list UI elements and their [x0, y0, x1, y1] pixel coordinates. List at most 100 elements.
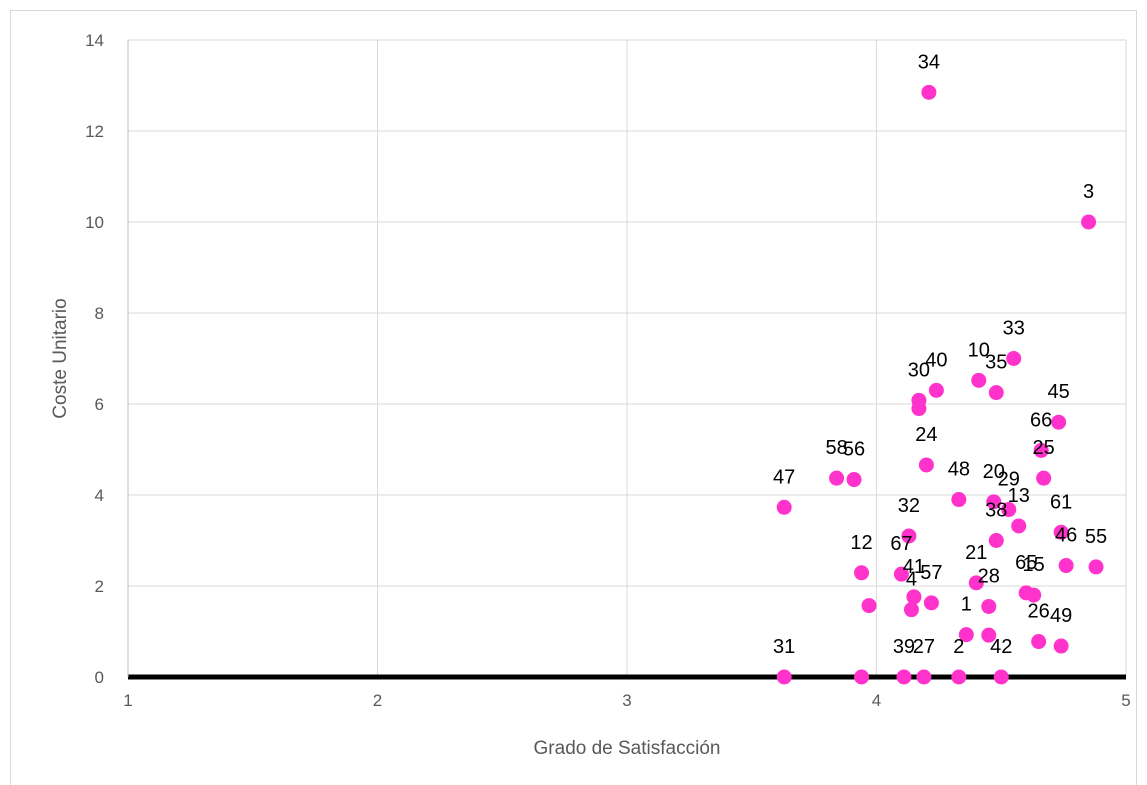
data-point — [988, 385, 1004, 401]
point-label: 57 — [920, 562, 942, 584]
point-label: 35 — [985, 352, 1007, 374]
data-point — [1031, 634, 1047, 650]
data-point — [893, 566, 909, 582]
point-label: 20 — [983, 461, 1005, 483]
data-point — [854, 565, 870, 581]
x-tick-label: 4 — [872, 691, 881, 710]
data-point — [921, 84, 937, 100]
data-point — [916, 669, 932, 685]
point-label: 3 — [1083, 181, 1094, 203]
y-tick-label: 2 — [95, 577, 104, 596]
y-axis-title: Coste Unitario — [50, 298, 71, 418]
point-label: 47 — [773, 466, 795, 488]
point-label: 32 — [898, 495, 920, 517]
data-point — [951, 492, 967, 508]
data-point — [1081, 214, 1097, 230]
data-point — [846, 472, 862, 488]
data-point — [981, 598, 997, 614]
data-point — [903, 602, 919, 618]
data-point — [923, 595, 939, 611]
data-point — [981, 627, 997, 643]
data-point — [1006, 351, 1022, 366]
data-point — [1018, 585, 1034, 601]
point-label: 56 — [843, 439, 865, 461]
data-point — [1053, 524, 1069, 540]
y-tick-label: 4 — [95, 486, 104, 505]
x-tick-label: 2 — [373, 691, 382, 710]
point-label: 46 — [1055, 525, 1077, 547]
point-label: 48 — [948, 459, 970, 481]
data-point — [896, 669, 912, 685]
point-label: 38 — [985, 500, 1007, 522]
x-tick-label: 1 — [123, 691, 132, 710]
point-label: 10 — [968, 339, 990, 361]
data-point — [911, 401, 927, 417]
point-label: 34 — [918, 51, 940, 73]
data-point — [1036, 470, 1052, 486]
data-point — [861, 598, 877, 614]
y-tick-label: 6 — [95, 395, 104, 414]
point-label: 27 — [913, 636, 935, 658]
point-label: 61 — [1050, 491, 1072, 513]
data-point — [1051, 414, 1067, 430]
point-label: 15 — [1023, 554, 1045, 576]
point-label: 58 — [825, 437, 847, 459]
x-axis-title: Grado de Satisfacción — [534, 738, 721, 759]
x-tick-label: 5 — [1121, 691, 1130, 710]
point-label: 13 — [1008, 485, 1030, 507]
point-label: 24 — [915, 424, 937, 446]
point-label: 67 — [890, 533, 912, 555]
point-label: 33 — [1003, 318, 1025, 340]
point-label: 21 — [965, 542, 987, 564]
data-point — [854, 669, 870, 685]
data-point — [1088, 559, 1104, 575]
data-point — [1033, 442, 1049, 458]
chart-frame — [10, 10, 1137, 785]
point-label: 39 — [893, 636, 915, 658]
point-label: 41 — [903, 556, 925, 578]
data-point — [776, 669, 792, 685]
x-tick-label: 3 — [622, 691, 631, 710]
point-label: 1 — [961, 594, 972, 616]
point-label: 65 — [1015, 552, 1037, 574]
point-label: 55 — [1085, 526, 1107, 548]
point-label: 49 — [1050, 605, 1072, 627]
y-tick-label: 8 — [95, 304, 104, 323]
y-tick-label: 0 — [95, 668, 104, 687]
data-point — [1053, 638, 1069, 654]
data-point — [1011, 518, 1027, 534]
data-point — [918, 457, 934, 473]
data-point — [988, 533, 1004, 548]
point-label: 66 — [1030, 409, 1052, 431]
data-point — [928, 382, 944, 398]
point-label: 4 — [906, 569, 917, 591]
point-label: 28 — [978, 565, 1000, 587]
data-point — [1001, 502, 1017, 518]
data-points — [776, 84, 1104, 685]
y-tick-label: 12 — [85, 122, 104, 141]
point-label: 25 — [1033, 437, 1055, 459]
data-point — [993, 669, 1009, 685]
point-label: 45 — [1048, 381, 1070, 403]
data-point — [1058, 558, 1074, 574]
data-point — [901, 528, 917, 544]
data-point — [958, 627, 974, 643]
point-label: 2 — [953, 636, 964, 658]
point-label: 29 — [998, 469, 1020, 491]
point-label: 30 — [908, 359, 930, 381]
y-tick-label: 10 — [85, 213, 104, 232]
point-label: 12 — [850, 532, 872, 554]
data-point — [968, 575, 984, 591]
data-point — [829, 470, 845, 486]
data-point — [951, 669, 967, 685]
y-tick-label: 14 — [85, 31, 104, 50]
data-point — [971, 372, 987, 388]
point-label: 42 — [990, 636, 1012, 658]
data-point — [776, 499, 792, 515]
data-point — [986, 494, 1002, 510]
point-label: 31 — [773, 636, 795, 658]
point-label: 40 — [925, 349, 947, 371]
